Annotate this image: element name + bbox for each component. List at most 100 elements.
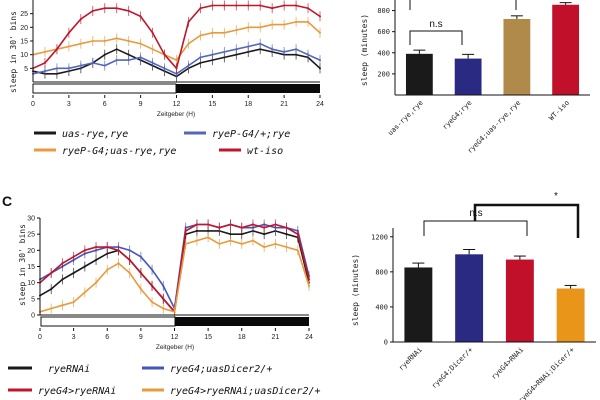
data-point: [199, 34, 202, 37]
data-point: [106, 252, 109, 255]
data-point: [61, 304, 64, 307]
data-point: [103, 64, 106, 67]
data-point: [103, 40, 106, 42]
data-point: [83, 265, 86, 268]
top-line-ylabel: sleep in 30' bins: [9, 11, 18, 93]
data-point: [55, 67, 58, 70]
y-tick-label: 1200: [371, 233, 388, 241]
data-point: [43, 61, 46, 64]
data-point: [95, 259, 98, 262]
data-point: [274, 223, 277, 226]
data-point: [184, 229, 187, 232]
legend-label: ryeG4>ryeRNAi: [38, 386, 116, 397]
data-point: [67, 45, 70, 48]
top-bar-bars: [405, 2, 580, 95]
data-point: [139, 288, 142, 291]
data-point: [240, 226, 243, 229]
top-dark-bar: [176, 84, 320, 93]
data-point: [247, 4, 250, 7]
data-point: [151, 61, 154, 64]
bottom-bar-yticks: 0 400 800 1200: [371, 233, 393, 347]
data-point: [127, 40, 130, 42]
data-point: [61, 262, 64, 265]
y-tick-label: 30: [27, 216, 35, 223]
top-bar-ylabel: sleep (minutes): [360, 14, 369, 86]
bar: [455, 254, 484, 342]
data-point: [95, 281, 98, 284]
data-point: [55, 48, 58, 51]
y-tick-label: 0: [384, 339, 388, 347]
y-tick-label: 20: [27, 248, 35, 255]
data-point: [295, 20, 298, 23]
x-tick-label: 12: [173, 101, 181, 108]
data-point: [295, 4, 298, 7]
data-point: [285, 233, 288, 236]
category-label: uas-rye,rye: [386, 99, 424, 137]
data-point: [162, 297, 165, 300]
top-bar-significance: n.s: [409, 0, 517, 45]
data-point: [162, 284, 165, 287]
top-line-xlabel: Zeitgeber (H): [157, 111, 195, 118]
data-point: [67, 67, 70, 70]
data-point: [263, 246, 266, 249]
bottom-line-xlabel: Zeitgeber (H): [156, 344, 194, 351]
data-point: [296, 249, 299, 252]
bottom-line-xticks: 0 3 6 9 12 15 18 21 24: [38, 328, 313, 341]
y-tick-label: 400: [375, 303, 388, 311]
data-point: [271, 48, 274, 51]
data-point: [229, 239, 232, 242]
data-point: [235, 48, 238, 51]
bottom-bar-categories: ryeRNAi ryeG4;Dicer/+ ryeG4>RNAiryeG4>RNAi…: [397, 346, 576, 400]
legend-label: uas-rye,rye: [62, 129, 128, 140]
data-point: [259, 4, 262, 7]
series-line: [39, 223, 310, 314]
category-label: ryeG4>RNAi;Dicer/+: [517, 346, 576, 400]
data-point: [91, 40, 94, 42]
data-point: [117, 262, 120, 265]
data-point: [115, 59, 118, 62]
data-point: [72, 301, 75, 304]
data-point: [103, 7, 106, 10]
data-point: [218, 226, 221, 229]
data-point: [128, 249, 131, 252]
bottom-bar-ylabel: sleep (minutes): [351, 254, 360, 326]
data-point: [151, 48, 154, 51]
data-point: [247, 26, 250, 29]
data-point: [207, 236, 210, 239]
x-tick-label: 3: [72, 334, 76, 341]
legend-label: ryeRNAi: [48, 364, 90, 375]
data-point: [50, 271, 53, 274]
data-point: [211, 53, 214, 56]
data-point: [106, 268, 109, 271]
data-point: [199, 61, 202, 64]
data-point: [271, 7, 274, 10]
y-tick-label: 15: [27, 264, 35, 271]
data-point: [195, 223, 198, 226]
legend-label: ryeP-G4/+;rye: [212, 129, 290, 140]
data-point: [199, 7, 202, 10]
y-tick-label: 5: [24, 66, 28, 73]
data-point: [115, 37, 118, 40]
x-tick-label: 12: [171, 334, 179, 341]
data-point: [240, 233, 243, 236]
bar: [503, 19, 531, 95]
data-point: [223, 50, 226, 53]
y-tick-label: 10: [27, 280, 35, 287]
x-tick-label: 6: [103, 101, 107, 108]
x-tick-label: 24: [305, 334, 313, 341]
data-point: [271, 23, 274, 26]
data-point: [229, 223, 232, 226]
top-bar-chart: sleep (minutes) 200 400 600 800 n.s uas-rye…: [360, 0, 590, 155]
data-point: [117, 249, 120, 252]
data-point: [163, 53, 166, 56]
x-tick-label: 9: [139, 101, 143, 108]
data-point: [195, 229, 198, 232]
top-line-axes: [32, 0, 320, 83]
data-point: [223, 56, 226, 59]
data-point: [151, 268, 154, 271]
legend-label: ryeG4;uasDicer2/+: [170, 364, 272, 375]
data-point: [139, 271, 142, 274]
bottom-dark-bar: [175, 317, 309, 326]
data-point: [259, 48, 262, 51]
